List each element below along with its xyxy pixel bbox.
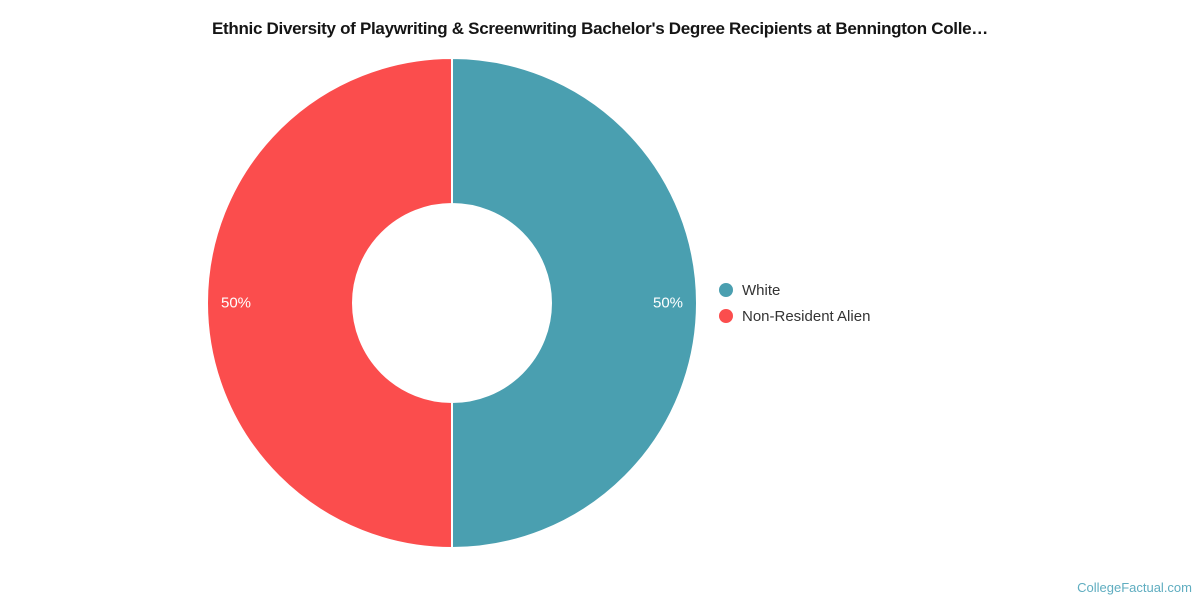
- legend-item-non-resident-alien[interactable]: Non-Resident Alien: [719, 303, 870, 329]
- legend-item-white[interactable]: White: [719, 277, 870, 303]
- legend-label-non-resident-alien: Non-Resident Alien: [742, 307, 871, 325]
- legend: White Non-Resident Alien: [719, 277, 870, 329]
- chart-title: Ethnic Diversity of Playwriting & Screen…: [211, 19, 988, 38]
- legend-label-white: White: [742, 281, 781, 299]
- legend-marker-non-resident-alien-icon: [719, 309, 733, 323]
- collegefactual-link[interactable]: CollegeFactual.com: [1077, 580, 1192, 595]
- legend-marker-white-icon: [719, 283, 733, 297]
- pie-slice-non-resident-alien[interactable]: [206, 56, 453, 550]
- pie-slice-white[interactable]: [451, 56, 698, 550]
- slice-data-label: 50%: [221, 295, 251, 312]
- slice-data-label: 50%: [653, 295, 683, 312]
